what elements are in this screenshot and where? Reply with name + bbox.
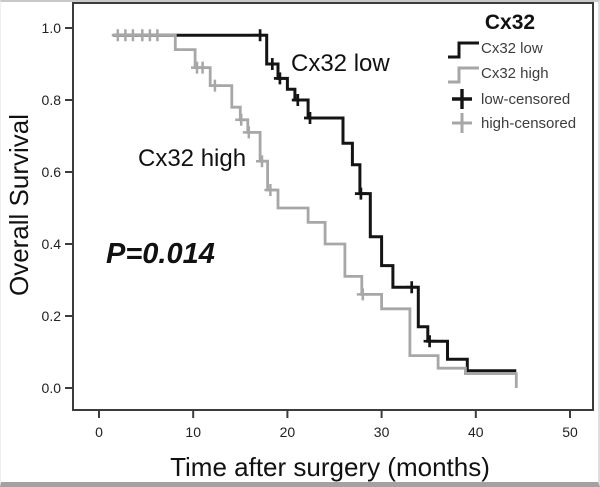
- x-tick-label: 20: [280, 424, 296, 440]
- censor-mark: [354, 187, 367, 200]
- x-tick-label: 10: [185, 424, 201, 440]
- x-axis-ticks: 0 10 20 30 40 50: [95, 410, 578, 440]
- censor-mark: [242, 126, 255, 139]
- x-tick-label: 50: [562, 424, 578, 440]
- y-tick-label: 1.0: [42, 20, 62, 36]
- curve-label-low: Cx32 low: [291, 50, 390, 77]
- p-value-label: P=0.014: [106, 238, 215, 270]
- y-tick-label: 0.8: [42, 92, 62, 108]
- survival-curves: [113, 33, 518, 388]
- plus-icon: [452, 113, 472, 133]
- legend-label-low: Cx32 low: [481, 40, 543, 57]
- legend-label-high: Cx32 high: [481, 65, 549, 82]
- censor-mark: [235, 113, 248, 126]
- curve-label-high: Cx32 high: [138, 145, 246, 172]
- censor-mark: [291, 94, 304, 106]
- censor-mark: [273, 72, 286, 85]
- x-tick-label: 30: [374, 424, 390, 440]
- censor-mark: [151, 29, 164, 42]
- censor-mark: [208, 79, 221, 92]
- plus-icon: [452, 89, 472, 109]
- censor-mark: [196, 61, 209, 74]
- censor-mark: [423, 335, 436, 348]
- step-line-icon: [448, 41, 479, 59]
- x-tick-label: 40: [468, 424, 484, 440]
- censor-mark: [254, 29, 267, 42]
- legend-label-high-censored: high-censored: [481, 115, 576, 132]
- legend: Cx32 Cx32 low Cx32 high low-censored hig…: [448, 11, 576, 133]
- censor-mark: [356, 288, 369, 301]
- censor-mark: [264, 184, 277, 196]
- x-tick-label: 0: [95, 424, 103, 440]
- y-tick-label: 0.0: [42, 380, 62, 396]
- x-axis-title: Time after surgery (months): [170, 452, 490, 482]
- y-axis-ticks: 0.0 0.2 0.4 0.6 0.8 1.0: [42, 20, 73, 396]
- censor-mark: [405, 281, 418, 294]
- censor-marks: [111, 29, 436, 348]
- y-tick-label: 0.6: [42, 164, 62, 180]
- censor-mark: [304, 112, 316, 124]
- plot-area-frame: [72, 2, 594, 411]
- y-tick-label: 0.4: [42, 236, 62, 252]
- censor-mark: [266, 58, 279, 70]
- legend-label-low-censored: low-censored: [481, 91, 570, 108]
- step-line-icon: [448, 66, 479, 84]
- y-axis-title: Overall Survival: [4, 114, 34, 296]
- y-tick-label: 0.2: [42, 308, 62, 324]
- censor-mark: [256, 155, 268, 168]
- survival-curve-cx32-low: [113, 33, 517, 373]
- survival-curve-cx32-high: [113, 33, 518, 388]
- legend-title: Cx32: [485, 11, 535, 34]
